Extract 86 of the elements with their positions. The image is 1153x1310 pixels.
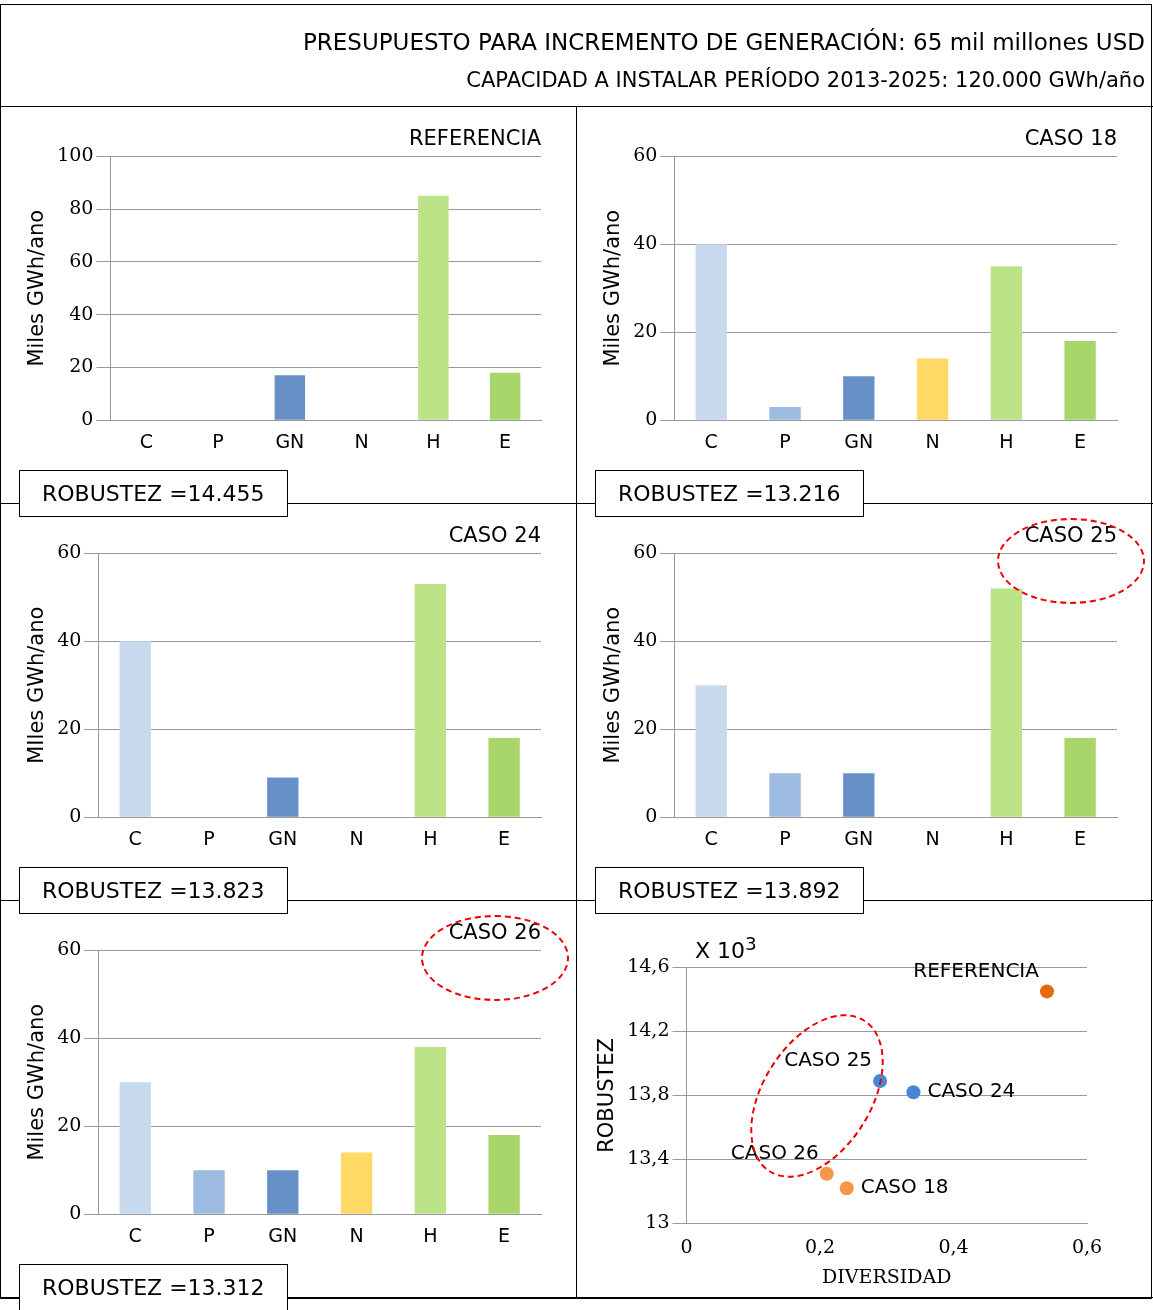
chart-title: CASO 26: [448, 920, 541, 945]
y-axis-title: Miles GWh/ano: [24, 1003, 49, 1161]
y-tick-label: 20: [57, 716, 82, 739]
x-tick-label: H: [999, 826, 1014, 849]
x-tick-label: GN: [844, 429, 874, 452]
y-tick-label: 40: [69, 301, 94, 324]
y-tick-label: 13,8: [627, 1082, 670, 1105]
y-tick-label: 20: [633, 716, 658, 739]
y-tick-label: 40: [57, 1025, 82, 1048]
x-tick-label: H: [999, 429, 1014, 452]
x-tick-label: GN: [268, 1223, 298, 1246]
annotation: CASO 26: [730, 1140, 819, 1164]
x-tick-label: E: [1074, 429, 1087, 452]
y-tick-label: 60: [57, 937, 82, 960]
x-tick-label: GN: [844, 826, 874, 849]
x-tick-label: P: [203, 1223, 215, 1246]
chart-title: CASO 24: [448, 523, 541, 548]
chart-title: REFERENCIA: [409, 126, 542, 151]
x-tick-label: GN: [275, 429, 305, 452]
y-tick-label: 60: [633, 540, 658, 563]
y-tick-label: 0: [81, 407, 94, 430]
y-tick-label: 14,6: [627, 954, 670, 977]
x-tick-label: E: [1074, 826, 1087, 849]
y-tick-label: 20: [69, 354, 94, 377]
x-tick-label: GN: [268, 826, 298, 849]
x-tick-label: N: [925, 429, 940, 452]
y-tick-label: 0: [69, 804, 82, 827]
y-tick-label: 0: [69, 1201, 82, 1224]
x-tick-label: E: [499, 429, 512, 452]
y-tick-label: 13: [645, 1210, 670, 1233]
x-tick-label: E: [498, 826, 511, 849]
y-tick-label: 0: [645, 804, 658, 827]
x-tick-label: 0,2: [804, 1234, 836, 1257]
x-tick-label: 0,6: [1071, 1234, 1103, 1257]
x-tick-label: E: [498, 1223, 511, 1246]
x-tick-label: N: [925, 826, 940, 849]
x-tick-label: C: [704, 826, 718, 849]
y-axis-title: Miles GWh/ano: [600, 209, 625, 367]
x-tick-label: N: [349, 1223, 364, 1246]
x-tick-label: P: [203, 826, 215, 849]
x-tick-label: C: [704, 429, 718, 452]
x-tick-label: P: [779, 826, 791, 849]
y-tick-label: 60: [57, 540, 82, 563]
y-axis-title: ROBUSTEZ: [594, 1038, 619, 1153]
y-tick-label: 13,4: [627, 1146, 670, 1169]
x-tick-label: H: [423, 826, 438, 849]
x-tick-label: C: [128, 1223, 142, 1246]
text: ROBUSTEZ =13.216: [595, 470, 864, 517]
y-tick-label: 60: [69, 248, 94, 271]
annotation: CASO 18: [860, 1174, 949, 1199]
y-tick-label: 40: [633, 231, 658, 254]
x-tick-label: P: [779, 429, 791, 452]
x-tick-label: H: [423, 1223, 438, 1246]
y-tick-label: 20: [57, 1113, 82, 1136]
y-tick-label: 14,2: [627, 1018, 670, 1041]
text: X 10$^{3}$: [695, 933, 757, 964]
y-axis-title: Miles GWh/ano: [24, 209, 49, 367]
y-tick-label: 20: [633, 319, 658, 342]
x-tick-label: P: [212, 429, 224, 452]
y-tick-label: 80: [69, 195, 94, 218]
y-tick-label: 0: [645, 407, 658, 430]
x-tick-label: C: [139, 429, 153, 452]
text: ROBUSTEZ =13.823: [19, 867, 288, 914]
y-tick-label: 40: [57, 628, 82, 651]
x-tick-label: 0,4: [938, 1234, 969, 1257]
text: PRESUPUESTO PARA INCREMENTO DE GENERACIÓN: 65 mil millones USD: [301, 27, 1145, 57]
x-axis-title: DIVERSIDAD: [822, 1264, 952, 1287]
x-tick-label: N: [354, 429, 369, 452]
chart-title: CASO 18: [1024, 126, 1117, 151]
text: ROBUSTEZ =13.312: [19, 1264, 288, 1310]
text: ROBUSTEZ =14.455: [19, 470, 288, 517]
y-axis-title: MIles GWh/ano: [24, 606, 49, 764]
y-tick-label: 40: [633, 628, 658, 651]
y-axis-title: Miles GWh/ano: [600, 606, 625, 764]
x-tick-label: N: [349, 826, 364, 849]
y-tick-label: 100: [57, 143, 94, 166]
text: CAPACIDAD A INSTALAR PERÍODO 2013-2025: 120.000 GWh/año: [465, 66, 1145, 94]
x-tick-label: 0: [680, 1234, 693, 1257]
text: ROBUSTEZ =13.892: [595, 867, 864, 914]
x-tick-label: C: [128, 826, 142, 849]
chart-title: CASO 25: [1024, 523, 1117, 548]
annotation: REFERENCIA: [913, 957, 1040, 982]
y-tick-label: 60: [633, 143, 658, 166]
annotation: CASO 24: [927, 1078, 1016, 1103]
annotation: CASO 25: [784, 1047, 873, 1072]
x-tick-label: H: [426, 429, 441, 452]
